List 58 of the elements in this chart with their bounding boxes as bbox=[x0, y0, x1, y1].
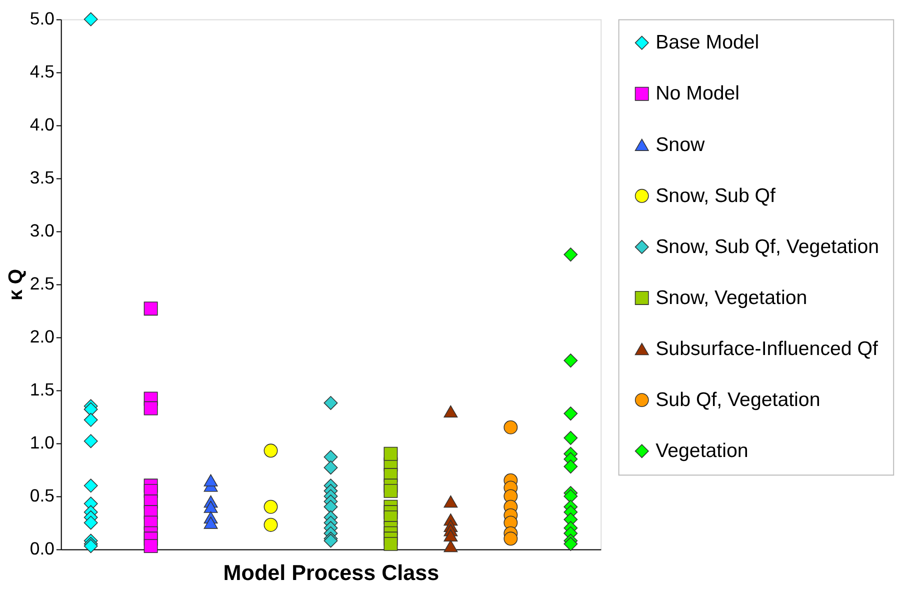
x-axis-title: Model Process Class bbox=[223, 560, 440, 586]
point bbox=[264, 518, 278, 532]
y-tick-label: 2.0 bbox=[30, 326, 55, 347]
y-tick-label: 3.5 bbox=[30, 168, 55, 188]
point bbox=[564, 460, 578, 474]
legend-label: No Model bbox=[656, 82, 740, 105]
point bbox=[504, 420, 518, 434]
point bbox=[84, 12, 98, 26]
legend-label: Sub Qf, Vegetation bbox=[656, 388, 820, 411]
y-tick-label: 3.0 bbox=[30, 220, 55, 241]
point bbox=[204, 516, 218, 529]
legend-label: Vegetation bbox=[656, 440, 748, 462]
point bbox=[564, 489, 578, 504]
point bbox=[84, 402, 98, 416]
point bbox=[264, 500, 278, 514]
point bbox=[144, 401, 158, 416]
point bbox=[324, 500, 338, 514]
point bbox=[564, 536, 578, 551]
point bbox=[444, 405, 458, 418]
legend-label: Snow, Vegetation bbox=[656, 286, 808, 309]
point bbox=[84, 434, 98, 448]
point bbox=[324, 396, 338, 410]
y-tick-label: 4.0 bbox=[30, 114, 55, 135]
legend-label: Base Model bbox=[656, 32, 760, 54]
point bbox=[324, 460, 338, 475]
point bbox=[384, 484, 398, 498]
point bbox=[84, 478, 98, 493]
y-tick-label: 4.5 bbox=[30, 62, 55, 82]
y-tick-label: 1.0 bbox=[30, 432, 55, 453]
point bbox=[444, 540, 458, 552]
point bbox=[84, 539, 98, 554]
y-tick-label: 1.5 bbox=[30, 380, 55, 400]
legend-label: Subsurface-Influenced Qf bbox=[656, 338, 879, 360]
legend-label: Snow bbox=[656, 134, 706, 156]
legend-label: Snow, Sub Qf, Vegetation bbox=[656, 236, 880, 258]
y-tick-label: 2.5 bbox=[30, 274, 55, 294]
point bbox=[444, 495, 458, 508]
point bbox=[204, 500, 218, 513]
point bbox=[84, 516, 98, 530]
point bbox=[144, 302, 158, 316]
point bbox=[504, 532, 518, 546]
point bbox=[564, 406, 578, 421]
point bbox=[324, 450, 338, 464]
point bbox=[444, 529, 458, 542]
point bbox=[564, 248, 578, 262]
point bbox=[144, 539, 158, 554]
y-tick-label: 0.0 bbox=[30, 538, 55, 559]
y-tick-label: 5.0 bbox=[30, 8, 55, 29]
point bbox=[204, 474, 218, 486]
y-tick-label: 0.5 bbox=[30, 486, 55, 506]
point bbox=[564, 354, 578, 368]
point bbox=[564, 430, 578, 445]
legend-label: Snow, Sub Qf bbox=[656, 184, 776, 207]
point bbox=[264, 444, 278, 458]
y-axis-title: κ Q bbox=[5, 268, 28, 301]
point bbox=[384, 446, 398, 461]
point bbox=[384, 536, 398, 551]
point bbox=[84, 412, 98, 427]
